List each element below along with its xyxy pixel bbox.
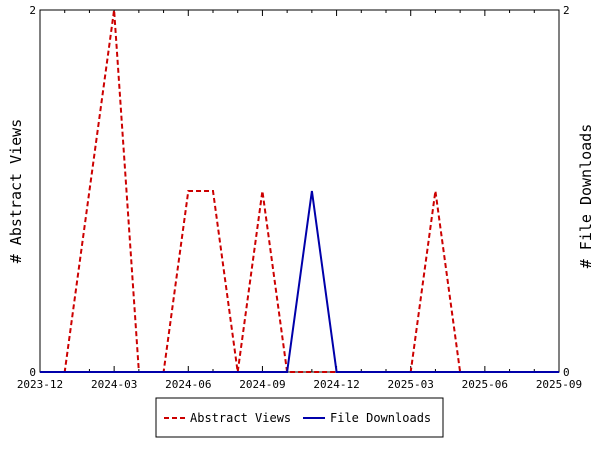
x-tick-label: 2024-06 — [165, 378, 211, 391]
x-axis: 2023-12 2024-03 2024-06 2024-09 2024-12 2025-… — [17, 10, 582, 391]
x-tick-label: 2024-12 — [313, 378, 359, 391]
x-tick-label: 2024-09 — [239, 378, 285, 391]
y-tick-label-right: 0 — [563, 366, 570, 379]
legend-label-file-downloads: File Downloads — [330, 411, 431, 425]
y-tick-label-left: 0 — [29, 366, 36, 379]
legend-label-abstract-views: Abstract Views — [190, 411, 291, 425]
y-tick-label-right: 2 — [563, 4, 570, 17]
y-axis-title-left: # Abstract Views — [7, 119, 25, 264]
x-tick-label: 2025-06 — [462, 378, 508, 391]
y-tick-label-left: 2 — [29, 4, 36, 17]
x-tick-label: 2025-03 — [388, 378, 434, 391]
x-tick-label: 2024-03 — [91, 378, 137, 391]
y-axis-right: 02 — [553, 4, 570, 379]
legend-box — [155, 397, 444, 438]
legend: Abstract Views File Downloads — [155, 397, 444, 438]
y-axis-left: 02 — [29, 4, 46, 379]
y-axis-title-right: # File Downloads — [577, 124, 595, 269]
series-line-file-downloads — [40, 190, 559, 373]
series-layer — [40, 9, 559, 373]
x-tick-label: 2025-09 — [536, 378, 582, 391]
x-tick-label: 2023-12 — [17, 378, 63, 391]
series-line-abstract-views — [40, 9, 559, 373]
